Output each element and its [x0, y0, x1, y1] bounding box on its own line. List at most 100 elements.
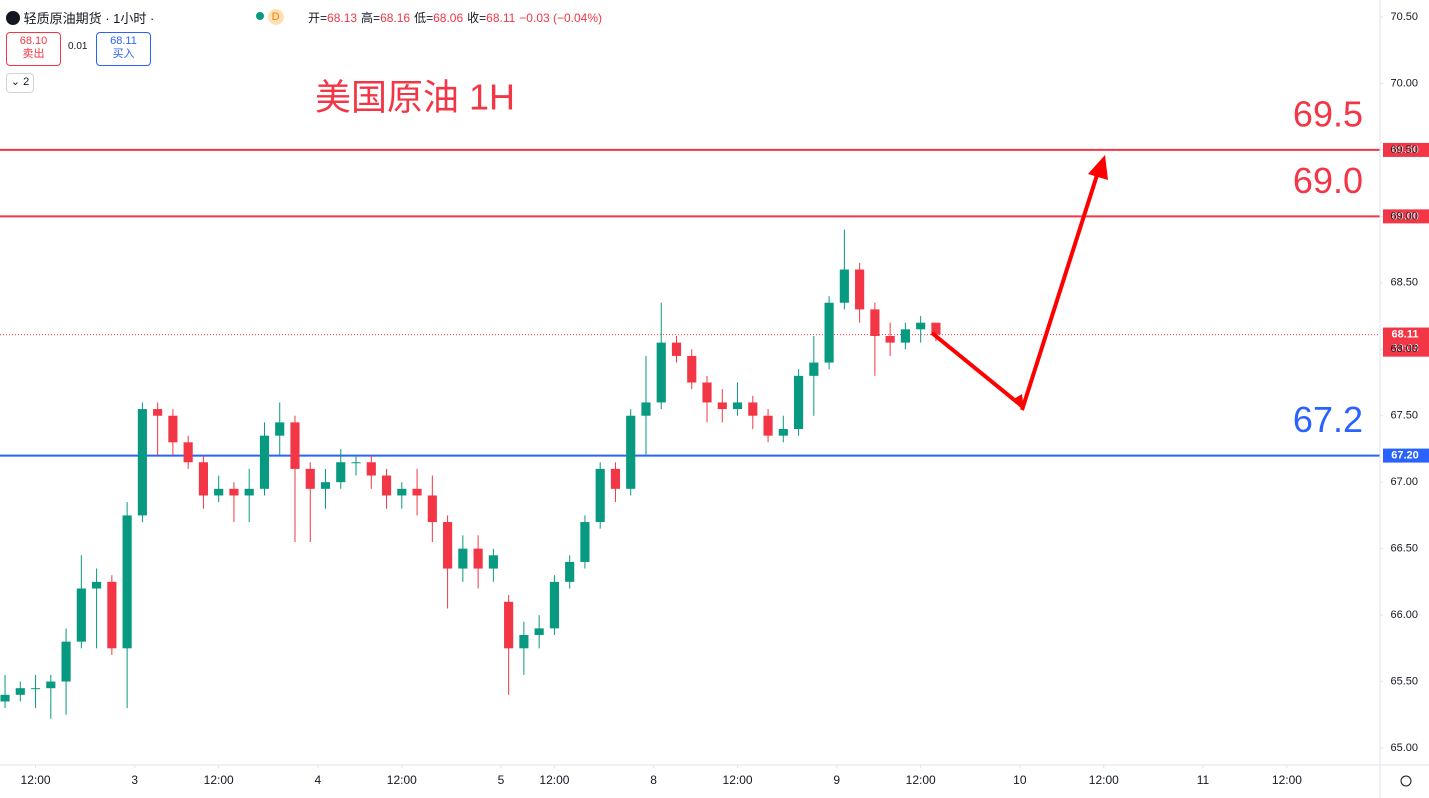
candle-body	[900, 329, 910, 343]
indicators-count: 2	[23, 76, 30, 88]
candle-body	[626, 415, 636, 489]
status-dot	[256, 12, 264, 20]
candle-body	[183, 442, 193, 463]
x-tick-label: 12:00	[21, 773, 51, 787]
ohlc: 开=68.13 高=68.16 低=68.06 收=68.11 −0.03 (−0.04…	[308, 9, 602, 26]
level-badge-bg	[1383, 448, 1429, 463]
badge: D	[267, 9, 284, 25]
candle-body	[351, 462, 361, 464]
change: −0.03 (−0.04%)	[519, 11, 603, 25]
candle-body	[549, 581, 559, 629]
candle-body	[702, 382, 712, 403]
y-tick-label: 66.50	[1390, 543, 1418, 555]
candle-body	[931, 322, 941, 335]
candle-body	[809, 362, 819, 376]
candle-body	[397, 488, 407, 496]
candle-body	[443, 522, 453, 569]
candle-body	[259, 435, 270, 489]
x-tick-label: 11	[1197, 773, 1210, 787]
candle-body	[855, 269, 865, 310]
ohlc-key: 收=	[467, 11, 487, 25]
candle-body	[916, 322, 926, 330]
ohlc-value: 68.16	[380, 11, 411, 25]
candle-body	[595, 468, 605, 523]
candle-body	[504, 601, 514, 649]
candle-body	[153, 409, 163, 416]
candle-body	[168, 415, 178, 443]
arrow	[930, 331, 1020, 405]
level-note: 67.2	[1293, 399, 1363, 440]
candle-body	[275, 422, 285, 436]
candle-body	[320, 482, 331, 489]
x-tick-label: 9	[833, 773, 840, 787]
candle-body	[610, 468, 621, 489]
ohlc-value: 68.06	[433, 11, 464, 25]
candle-body	[229, 488, 239, 496]
candle-body	[290, 422, 300, 469]
y-tick-label: 66.00	[1390, 609, 1418, 621]
x-tick-label: 12:00	[539, 773, 569, 787]
last-price-badge-bg	[1383, 327, 1429, 342]
candle-body	[92, 581, 102, 589]
level-badge: 67.20	[1391, 450, 1419, 462]
x-tick-label: 12:00	[204, 773, 234, 787]
candle-body	[46, 681, 56, 689]
last-price-badge: 68.11	[1392, 329, 1419, 341]
y-tick-label: 67.50	[1390, 410, 1418, 422]
candle-body	[244, 488, 254, 496]
candle-body	[305, 468, 315, 489]
candle-body	[488, 555, 498, 569]
x-tick-label: 5	[498, 773, 505, 787]
candle-body	[458, 548, 468, 569]
buy-button[interactable]: 68.11 买入	[96, 32, 151, 66]
symbol-bar: 轻质原油期货 · 1小时 ·	[6, 8, 154, 27]
level-note: 69.0	[1293, 160, 1363, 201]
level-badge-bg	[1383, 142, 1429, 157]
x-tick-label: 12:00	[906, 773, 936, 787]
sell-button[interactable]: 68.10 卖出	[6, 32, 61, 66]
candle-body	[717, 402, 727, 410]
y-tick-label: 69.50	[1390, 144, 1418, 156]
candle-body	[778, 429, 788, 436]
indicators-toggle[interactable]: ⌄ 2	[6, 73, 34, 93]
ohlc-key: 低=	[414, 11, 434, 25]
candle-body	[580, 522, 590, 562]
candle-body	[870, 309, 880, 336]
candle-body	[427, 495, 437, 523]
candle-body	[381, 475, 392, 496]
countdown: 30:03	[1391, 343, 1419, 355]
level-badge: 69.50	[1391, 144, 1419, 156]
sell-label: 卖出	[22, 48, 45, 60]
arrow	[1020, 171, 1100, 411]
candle-body	[839, 269, 849, 303]
candle-body	[122, 515, 132, 649]
candle-body	[366, 462, 376, 476]
ohlc-key: 高=	[361, 11, 381, 25]
x-tick-label: 4	[315, 773, 322, 787]
candle-body	[534, 628, 544, 636]
y-tick-label: 67.00	[1390, 476, 1418, 488]
level-badge-bg	[1383, 209, 1429, 224]
arrow-head	[1088, 155, 1108, 180]
candle-body	[519, 635, 529, 649]
symbol-icon	[6, 11, 20, 25]
candle-body	[76, 588, 86, 642]
x-tick-label: 10	[1013, 773, 1027, 787]
candle-body	[336, 462, 346, 483]
candle-body	[763, 415, 773, 436]
buy-price: 68.11	[110, 35, 137, 47]
symbol: 轻质原油期货 · 1小时 ·	[23, 11, 155, 26]
candle-body	[198, 462, 208, 496]
x-tick-label: 12:00	[1272, 773, 1302, 787]
y-tick-label: 68.00	[1390, 343, 1418, 355]
candle-body	[671, 342, 682, 356]
x-tick-label: 12:00	[387, 773, 417, 787]
x-tick-label: 12:00	[1089, 773, 1119, 787]
y-tick-label: 70.00	[1390, 77, 1418, 89]
candle-body	[412, 488, 422, 496]
y-tick-label: 65.50	[1390, 675, 1418, 687]
candle-body	[0, 694, 10, 702]
settings-icon[interactable]	[1400, 775, 1412, 787]
